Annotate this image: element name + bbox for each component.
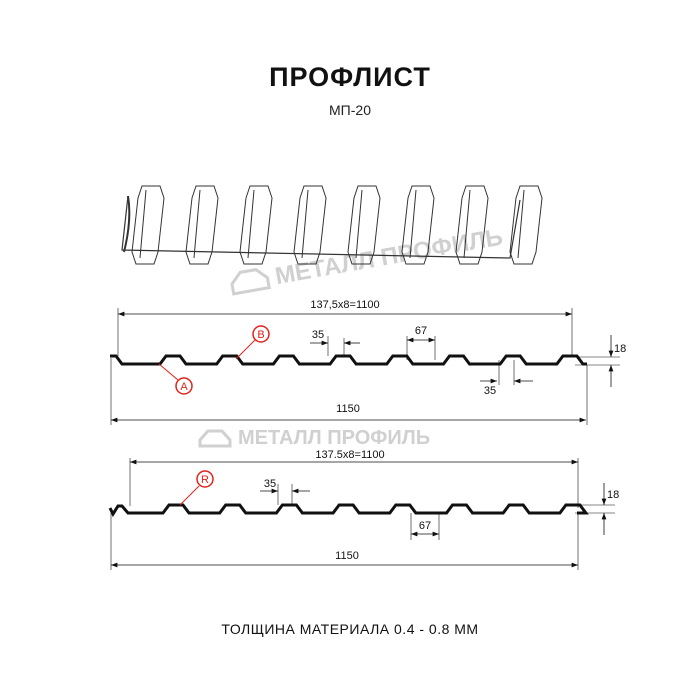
dim-width-1: 1150 xyxy=(336,403,360,415)
marker-a: A xyxy=(158,363,193,395)
watermark-1: МЕТАЛЛ ПРОФИЛЬ xyxy=(230,224,505,296)
dim-top-2: 35 xyxy=(264,478,276,490)
dim-height-2: 18 xyxy=(607,489,619,501)
profile-1-dimensions: 137,5х8=1100 1150 35 67 35 18 xyxy=(310,299,626,415)
svg-text:B: B xyxy=(257,329,264,341)
dim-pitch-1: 137,5х8=1100 xyxy=(310,299,379,311)
svg-text:A: A xyxy=(180,381,188,393)
dim-bottom-1: 35 xyxy=(484,385,496,397)
dim-height-1: 18 xyxy=(614,343,626,355)
marker-b: B xyxy=(235,325,270,360)
page-title: ПРОФЛИСТ xyxy=(269,62,431,92)
marker-r: R xyxy=(179,470,214,506)
profile-1-line xyxy=(110,354,587,366)
profile-2-dimensions: 137.5х8=1100 1150 35 67 18 xyxy=(264,449,619,562)
profile-1 xyxy=(110,308,620,425)
model-subtitle: МП-20 xyxy=(329,102,371,118)
svg-text:R: R xyxy=(201,474,209,486)
profile-2 xyxy=(108,458,615,570)
sheet-3d-view xyxy=(121,185,543,265)
thickness-note: ТОЛЩИНА МАТЕРИАЛА 0.4 - 0.8 ММ xyxy=(221,621,479,637)
dim-width-2: 1150 xyxy=(335,550,359,562)
dim-top-1: 35 xyxy=(312,329,324,341)
svg-text:МЕТАЛЛ ПРОФИЛЬ: МЕТАЛЛ ПРОФИЛЬ xyxy=(238,427,430,449)
dim-gap-1: 67 xyxy=(415,325,427,337)
profile-2-line xyxy=(108,503,589,518)
dim-gap-2: 67 xyxy=(419,520,431,532)
watermark-2: МЕТАЛЛ ПРОФИЛЬ xyxy=(198,427,430,449)
dim-pitch-2: 137.5х8=1100 xyxy=(315,449,384,461)
